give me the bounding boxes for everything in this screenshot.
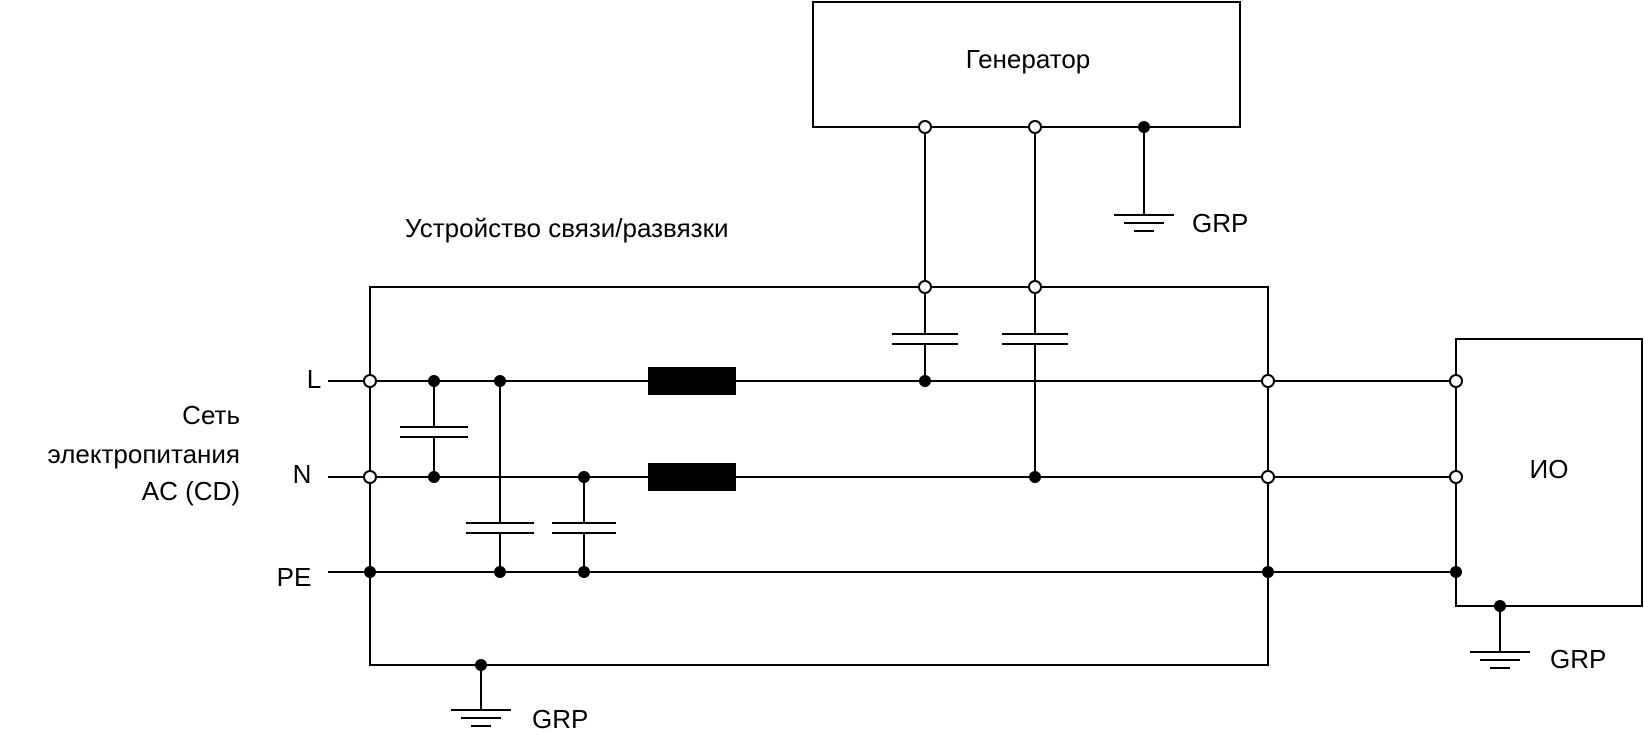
junction-dot: [428, 375, 440, 387]
coupling-ground: GRP: [451, 665, 588, 732]
supply-label-line-1: Сеть: [182, 400, 240, 430]
generator-label: Генератор: [966, 44, 1091, 74]
terminal-open: [1449, 374, 1463, 388]
capacitor-N-PE: [552, 477, 616, 572]
generator-box: [812, 1, 1241, 128]
inductor-L: [648, 367, 736, 395]
terminal-open: [363, 374, 377, 388]
open-terminals: [363, 120, 1463, 484]
capacitor-L-PE: [466, 381, 534, 572]
conductor-label-L: L: [307, 364, 321, 394]
capacitor-L-N: [400, 381, 468, 477]
junction-dot: [475, 659, 487, 671]
coupling-capacitor-N: [1002, 127, 1068, 477]
terminal-open: [1261, 374, 1275, 388]
junction-dots: [364, 121, 1506, 671]
junction-dot: [578, 471, 590, 483]
inductor-N: [648, 463, 736, 491]
terminal-open: [1028, 120, 1042, 134]
terminal-open: [363, 470, 377, 484]
supply-label-line-2: электропитания: [48, 439, 240, 469]
supply-label-line-3: AC (CD): [142, 476, 240, 506]
coupling-ground-label: GRP: [532, 704, 588, 732]
conductor-wires: [328, 380, 1456, 573]
junction-dot: [578, 566, 590, 578]
junction-dot: [1262, 566, 1274, 578]
terminal-open: [918, 280, 932, 294]
eut-block: ИО: [1455, 338, 1643, 607]
eut-label: ИО: [1530, 454, 1569, 484]
junction-dot: [919, 375, 931, 387]
terminal-open: [1028, 280, 1042, 294]
junction-dot: [1450, 566, 1462, 578]
coupling-capacitor-L: [892, 127, 958, 381]
eut-ground: GRP: [1470, 606, 1606, 674]
coupling-device-block: Устройство связи/развязки: [369, 213, 1269, 666]
eut-ground-label: GRP: [1550, 644, 1606, 674]
junction-dot: [364, 566, 376, 578]
conductor-label-PE: PE: [277, 562, 312, 592]
junction-dot: [1029, 471, 1041, 483]
generator-block: Генератор: [812, 1, 1241, 128]
junction-dot: [1138, 121, 1150, 133]
junction-dot: [494, 566, 506, 578]
junction-dot: [494, 375, 506, 387]
coupling-device-label: Устройство связи/развязки: [405, 213, 728, 243]
conductor-label-N: N: [293, 459, 312, 489]
terminal-open: [918, 120, 932, 134]
terminal-open: [1261, 470, 1275, 484]
junction-dot: [1494, 600, 1506, 612]
generator-ground: GRP: [1114, 127, 1248, 238]
generator-ground-label: GRP: [1192, 208, 1248, 238]
supply-label: Сеть электропитания AC (CD): [48, 400, 240, 506]
terminal-open: [1449, 470, 1463, 484]
junction-dot: [428, 471, 440, 483]
